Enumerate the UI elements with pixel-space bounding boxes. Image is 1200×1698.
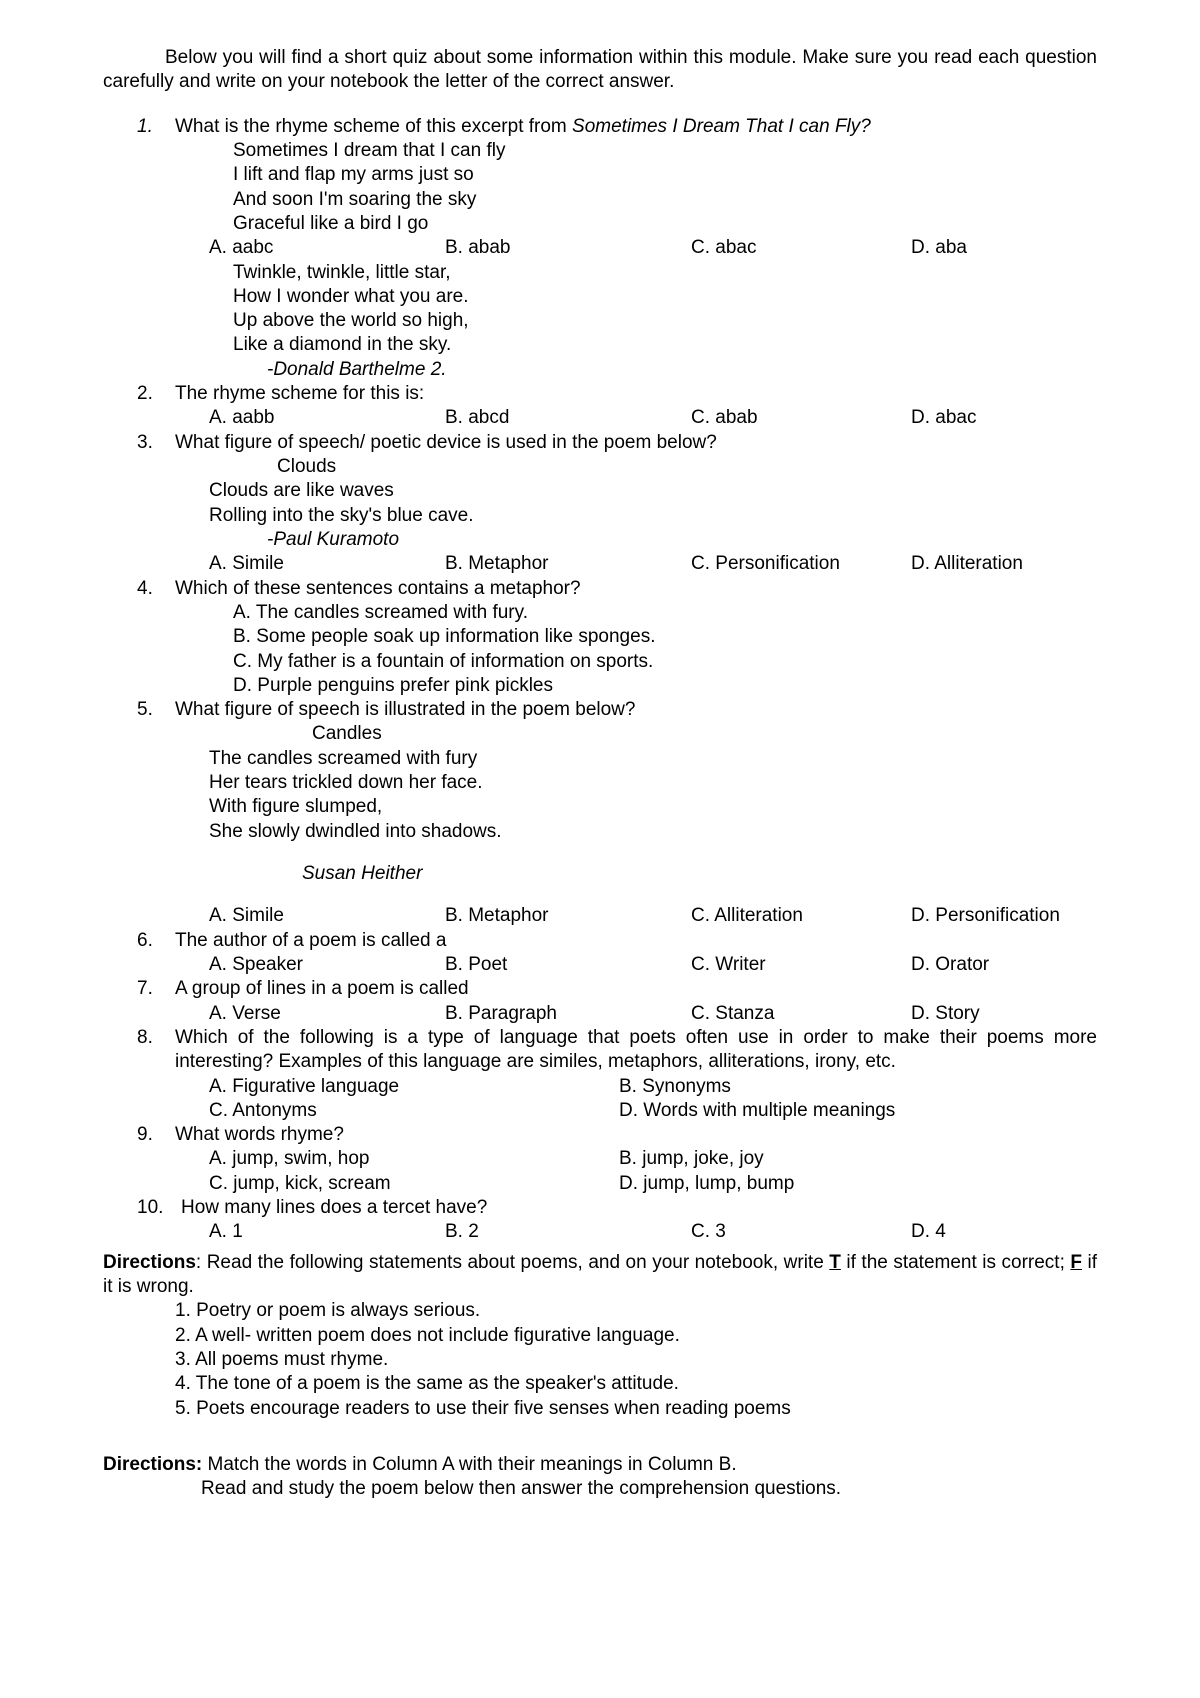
question-6: 6. The author of a poem is called a A. S… bbox=[137, 929, 1097, 978]
qtext: What is the rhyme scheme of this excerpt… bbox=[175, 115, 1097, 139]
intro-paragraph: Below you will find a short quiz about s… bbox=[103, 46, 1097, 95]
directions-matching-sub: Read and study the poem below then answe… bbox=[103, 1477, 1097, 1501]
qnum: 9. bbox=[137, 1123, 175, 1147]
question-4: 4. Which of these sentences contains a m… bbox=[137, 577, 1097, 699]
qtext: What words rhyme? bbox=[175, 1123, 1097, 1147]
qnum: 6. bbox=[137, 929, 175, 953]
qnum: 2. bbox=[137, 382, 175, 406]
poem: Sometimes I dream that I can fly I lift … bbox=[137, 139, 1097, 236]
question-3: 3. What figure of speech/ poetic device … bbox=[137, 431, 1097, 577]
poem: Clouds are like waves Rolling into the s… bbox=[137, 479, 1097, 528]
qtext: What figure of speech is illustrated in … bbox=[175, 698, 1097, 722]
question-1: 1. What is the rhyme scheme of this exce… bbox=[137, 115, 1097, 382]
poem-author: -Donald Barthelme 2. bbox=[137, 358, 1097, 382]
poem-author: -Paul Kuramoto bbox=[137, 528, 1097, 552]
questions-list: 1. What is the rhyme scheme of this exce… bbox=[103, 115, 1097, 1245]
true-false-items: 1. Poetry or poem is always serious. 2. … bbox=[103, 1299, 1097, 1421]
qtext: How many lines does a tercet have? bbox=[181, 1196, 1097, 1220]
options: A. aabc B. abab C. abac D. aba bbox=[137, 236, 1097, 260]
qnum: 8. bbox=[137, 1026, 175, 1050]
options-row1: A. jump, swim, hop B. jump, joke, joy bbox=[137, 1147, 1097, 1171]
options-row2: C. jump, kick, scream D. jump, lump, bum… bbox=[137, 1172, 1097, 1196]
poem: The candles screamed with fury Her tears… bbox=[137, 747, 1097, 844]
qnum: 3. bbox=[137, 431, 175, 455]
question-2: 2. The rhyme scheme for this is: A. aabb… bbox=[137, 382, 1097, 431]
options: A. 1 B. 2 C. 3 D. 4 bbox=[137, 1220, 1097, 1244]
question-5: 5. What figure of speech is illustrated … bbox=[137, 698, 1097, 929]
directions-true-false: Directions: Read the following statement… bbox=[103, 1251, 1097, 1300]
qnum: 10. bbox=[137, 1196, 181, 1220]
qtext: Which of these sentences contains a meta… bbox=[175, 577, 1097, 601]
qtext: Which of the following is a type of lang… bbox=[175, 1026, 1097, 1075]
options: A. Speaker B. Poet C. Writer D. Orator bbox=[137, 953, 1097, 977]
question-8: 8. Which of the following is a type of l… bbox=[137, 1026, 1097, 1123]
poem-author: Susan Heither bbox=[137, 862, 1097, 886]
poem-title: Candles bbox=[137, 722, 1097, 746]
qtext: A group of lines in a poem is called bbox=[175, 977, 1097, 1001]
qtext: The author of a poem is called a bbox=[175, 929, 1097, 953]
options: A. aabb B. abcd C. abab D. abac bbox=[137, 406, 1097, 430]
question-10: 10. How many lines does a tercet have? A… bbox=[137, 1196, 1097, 1245]
qnum: 7. bbox=[137, 977, 175, 1001]
poem2: Twinkle, twinkle, little star, How I won… bbox=[137, 261, 1097, 358]
options: A. Simile B. Metaphor C. Alliteration D.… bbox=[137, 904, 1097, 928]
qtext: The rhyme scheme for this is: bbox=[175, 382, 1097, 406]
qtext: What figure of speech/ poetic device is … bbox=[175, 431, 1097, 455]
options-row2: C. Antonyms D. Words with multiple meani… bbox=[137, 1099, 1097, 1123]
question-9: 9. What words rhyme? A. jump, swim, hop … bbox=[137, 1123, 1097, 1196]
options: A. Verse B. Paragraph C. Stanza D. Story bbox=[137, 1002, 1097, 1026]
qnum: 4. bbox=[137, 577, 175, 601]
question-7: 7. A group of lines in a poem is called … bbox=[137, 977, 1097, 1026]
options: A. Simile B. Metaphor C. Personification… bbox=[137, 552, 1097, 576]
poem-title: Clouds bbox=[137, 455, 1097, 479]
directions-matching: Directions: Match the words in Column A … bbox=[103, 1453, 1097, 1477]
suboptions: A. The candles screamed with fury. B. So… bbox=[137, 601, 1097, 698]
quiz-document: Below you will find a short quiz about s… bbox=[0, 0, 1200, 1562]
intro-text: Below you will find a short quiz about s… bbox=[103, 47, 1097, 92]
qnum: 5. bbox=[137, 698, 175, 722]
qnum: 1. bbox=[137, 115, 175, 139]
options-row1: A. Figurative language B. Synonyms bbox=[137, 1075, 1097, 1099]
